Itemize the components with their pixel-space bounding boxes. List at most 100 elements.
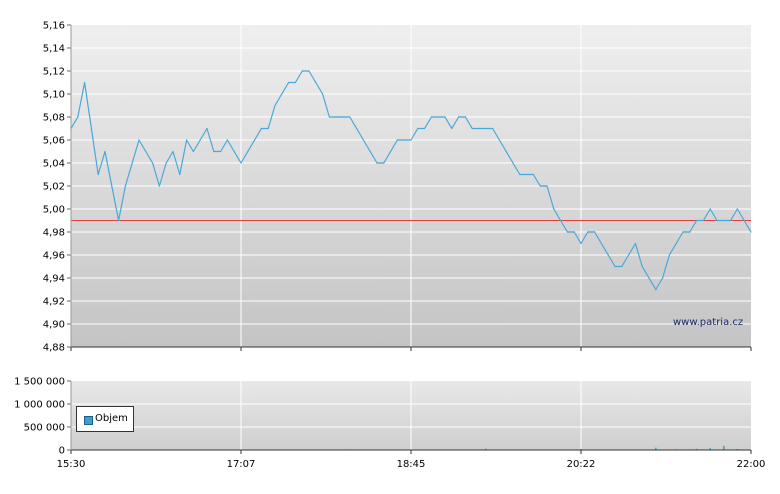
price-point [124, 185, 126, 187]
x-tick-label: 22:00 [737, 459, 766, 470]
price-y-tick-label: 5,06 [43, 136, 65, 147]
volume-y-tick-label: 0 [59, 446, 65, 457]
price-point [696, 219, 698, 222]
price-point [220, 150, 222, 153]
price-point [634, 242, 637, 245]
price-y-axis: 5,16 5,14 5,12 5,10 5,08 5,06 5,04 5,02 5,00 4,98… [43, 21, 71, 354]
price-point [192, 150, 194, 153]
price-point [186, 139, 188, 141]
price-point [356, 127, 358, 130]
price-point [526, 173, 528, 176]
price-point [301, 70, 303, 72]
price-point [254, 139, 256, 141]
price-point [621, 265, 623, 268]
price-point [682, 231, 684, 233]
price-point [376, 162, 378, 164]
price-point [478, 127, 480, 130]
volume-y-tick-label: 1 000 000 [14, 400, 65, 411]
price-point [743, 219, 745, 222]
price-point [607, 254, 609, 256]
price-point [641, 265, 643, 268]
price-point [430, 116, 432, 118]
price-y-tick-label: 4,98 [43, 228, 65, 239]
price-point [532, 173, 535, 176]
price-point [315, 81, 317, 84]
price-point [335, 116, 337, 118]
price-point [390, 150, 392, 153]
price-point [587, 231, 589, 233]
price-point [702, 219, 705, 222]
price-point [226, 139, 228, 141]
price-point [145, 150, 147, 153]
volume-grid [71, 381, 751, 450]
price-point [369, 150, 371, 153]
price-point [573, 231, 575, 233]
x-tick-label: 15:30 [57, 459, 86, 470]
price-point [668, 254, 671, 256]
price-point [498, 139, 500, 141]
price-point [716, 219, 718, 222]
price-point [104, 150, 106, 153]
watermark: www.patria.cz [673, 317, 744, 328]
price-point [424, 127, 426, 130]
price-point [539, 185, 541, 187]
price-point [118, 219, 120, 222]
price-point [444, 116, 446, 118]
price-point [281, 93, 283, 95]
price-point [131, 162, 133, 164]
price-point [322, 93, 324, 95]
price-y-tick-label: 5,08 [43, 113, 65, 124]
price-y-tick-label: 4,96 [43, 251, 65, 262]
price-point [172, 150, 174, 153]
price-point [485, 127, 487, 130]
price-point [77, 116, 79, 118]
price-point [546, 185, 548, 187]
price-point [233, 150, 235, 153]
price-point [655, 288, 657, 291]
price-point [512, 162, 514, 164]
price-point [403, 139, 405, 141]
price-point [396, 139, 398, 141]
volume-bar [723, 445, 725, 450]
price-point [750, 231, 752, 233]
price-point [362, 139, 364, 141]
price-point [553, 208, 555, 210]
price-point [328, 116, 330, 118]
price-point [97, 173, 99, 176]
price-point [451, 127, 453, 130]
x-tick-label: 20:22 [567, 459, 596, 470]
price-y-tick-label: 5,12 [43, 67, 65, 78]
price-point [464, 116, 466, 118]
price-point [560, 219, 562, 222]
price-y-tick-label: 5,00 [43, 205, 65, 216]
price-point [519, 173, 521, 176]
price-point [458, 116, 460, 118]
price-point [662, 277, 664, 279]
price-point [614, 265, 616, 268]
legend-label: Objem [95, 413, 128, 424]
price-point [247, 150, 249, 153]
price-point [158, 185, 160, 187]
price-point [580, 242, 582, 245]
price-point [342, 116, 344, 118]
price-point [90, 127, 92, 130]
legend: Objem [76, 406, 134, 432]
price-point [417, 127, 419, 130]
volume-y-tick-label: 1 500 000 [14, 377, 65, 388]
price-y-tick-label: 5,16 [43, 21, 65, 32]
legend-swatch [84, 416, 93, 425]
time-x-axis: 15:30 17:07 18:45 20:22 22:00 [57, 347, 766, 470]
price-point [594, 231, 596, 233]
price-y-tick-label: 4,94 [43, 274, 65, 285]
price-y-tick-label: 5,10 [43, 90, 65, 101]
price-y-tick-label: 4,88 [43, 343, 65, 354]
x-tick-label: 18:45 [397, 459, 426, 470]
price-grid [71, 25, 751, 347]
volume-bar [485, 448, 487, 450]
price-point [437, 116, 439, 118]
price-point [730, 219, 732, 222]
price-point [179, 173, 181, 176]
price-y-tick-label: 4,90 [43, 320, 65, 331]
